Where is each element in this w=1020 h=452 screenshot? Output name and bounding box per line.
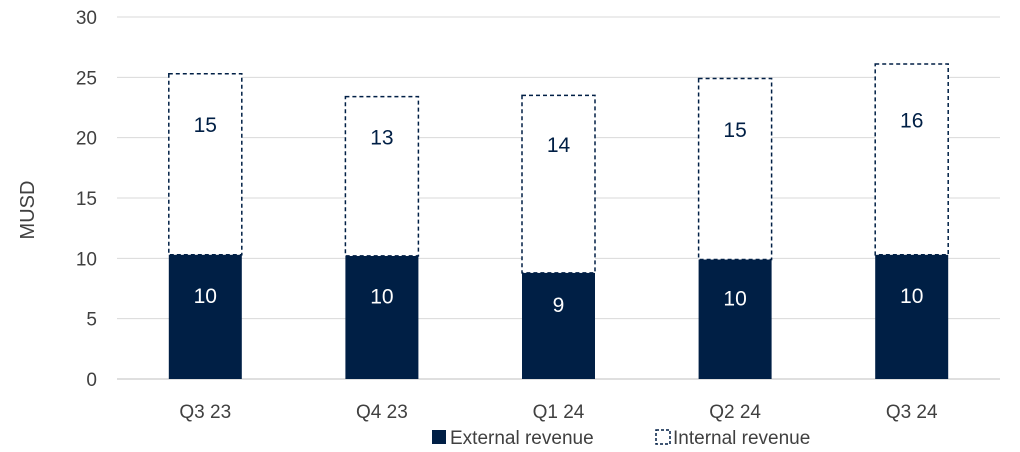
x-tick-label: Q1 24 — [533, 402, 585, 423]
data-label-internal: 15 — [723, 119, 746, 142]
legend-label-internal-revenue: Internal revenue — [673, 428, 810, 449]
data-label-external: 10 — [194, 285, 217, 308]
data-label-internal: 13 — [370, 126, 393, 149]
data-label-internal: 14 — [547, 134, 571, 157]
x-tick-label: Q3 23 — [179, 402, 231, 423]
y-axis-title: MUSD — [17, 181, 39, 240]
y-tick-label: 25 — [76, 68, 97, 89]
bar-internal-revenue — [521, 94, 596, 274]
bar-external-revenue — [522, 272, 595, 379]
legend-swatch-internal-revenue — [655, 429, 671, 445]
legend-label-external-revenue: External revenue — [450, 428, 594, 449]
bar-external-revenue — [698, 259, 772, 379]
x-tick-label: Q2 24 — [709, 402, 761, 423]
legend: External revenue Internal revenue — [432, 428, 810, 449]
bar-external-revenue — [875, 254, 949, 379]
x-tick-label: Q3 24 — [886, 402, 938, 423]
data-labels: 10 15 10 13 9 14 10 15 10 16 — [194, 109, 924, 317]
y-axis-ticks: 0 5 10 15 20 25 30 — [76, 8, 97, 391]
y-tick-label: 0 — [86, 370, 97, 391]
data-label-external: 9 — [553, 294, 565, 317]
bar-internal-revenue — [874, 63, 949, 256]
x-tick-label: Q4 23 — [356, 402, 408, 423]
data-label-internal: 16 — [900, 109, 923, 132]
bar-internal-revenue — [344, 95, 420, 257]
y-tick-label: 10 — [76, 249, 97, 270]
y-tick-label: 30 — [76, 8, 97, 29]
bar-external-revenue — [345, 255, 419, 379]
y-tick-label: 20 — [76, 129, 97, 150]
y-tick-label: 5 — [86, 310, 97, 331]
bar-internal-revenue — [697, 77, 773, 261]
data-label-external: 10 — [370, 285, 393, 308]
x-axis-ticks: Q3 23 Q4 23 Q1 24 Q2 24 Q3 24 — [179, 402, 938, 423]
y-tick-label: 15 — [76, 189, 97, 210]
bar-internal-revenue — [168, 72, 243, 256]
data-label-external: 10 — [900, 285, 923, 308]
legend-swatch-external-revenue — [432, 430, 446, 444]
bar-external-revenue — [168, 254, 242, 379]
bars — [168, 63, 949, 379]
data-label-internal: 15 — [194, 114, 217, 137]
data-label-external: 10 — [723, 287, 746, 310]
